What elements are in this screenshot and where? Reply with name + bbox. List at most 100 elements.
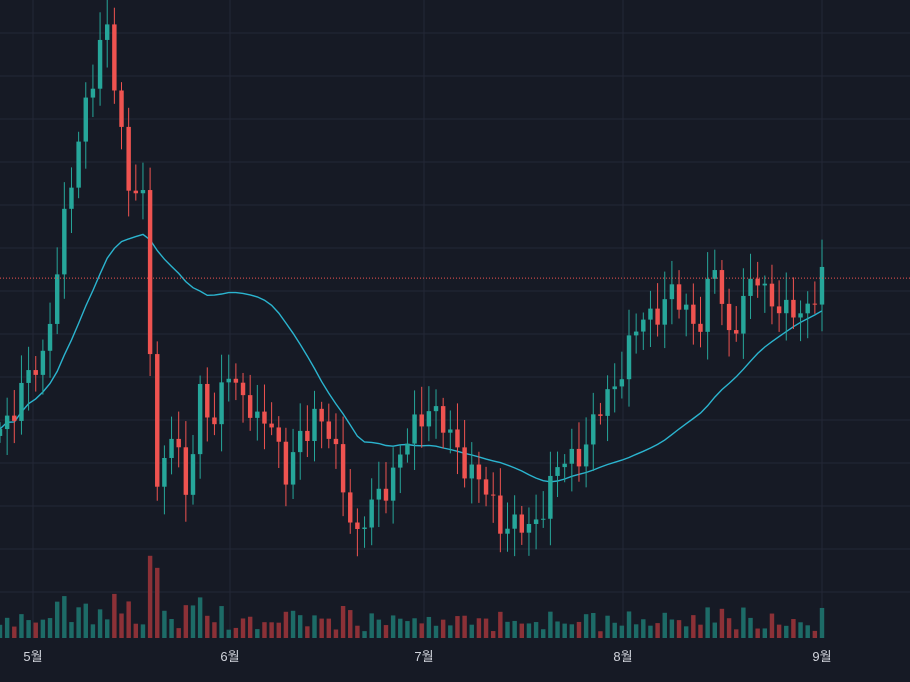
volume-bar — [755, 628, 760, 638]
volume-bar — [476, 618, 482, 638]
candle-body — [605, 389, 610, 416]
candle-body — [583, 444, 589, 467]
candle-body — [4, 415, 10, 430]
volume-bar — [490, 631, 496, 638]
volume-bar — [791, 619, 796, 638]
candle-body — [133, 190, 139, 194]
candle-body — [326, 421, 332, 439]
candle-body — [734, 330, 739, 334]
candle-body — [805, 303, 810, 314]
volume-bar — [526, 623, 532, 638]
candle-body — [755, 278, 760, 286]
volume-bar — [405, 621, 410, 638]
candle-body — [276, 427, 281, 442]
volume-bar — [762, 628, 768, 638]
candle-body — [426, 411, 432, 427]
candle-body — [362, 527, 367, 529]
candle-body — [619, 379, 625, 387]
candle-body — [147, 190, 153, 355]
x-tick-label-sep: 9월 — [812, 649, 831, 664]
volume-bar — [812, 630, 818, 638]
candle-body — [791, 299, 796, 318]
candle-body — [533, 519, 539, 524]
candle-body — [705, 278, 710, 332]
candle-body — [569, 448, 575, 464]
candle-body — [0, 429, 3, 436]
candle-body — [169, 438, 174, 458]
candle-body — [255, 411, 260, 418]
candle-body — [390, 467, 396, 501]
volume-bar — [776, 624, 782, 638]
volume-bar — [54, 601, 60, 638]
candle-body — [162, 457, 167, 487]
volume-bar — [734, 629, 739, 638]
candle-body — [297, 430, 303, 453]
volume-bar — [83, 603, 88, 638]
volume-bar — [555, 621, 560, 638]
volume-bar — [19, 614, 24, 638]
volume-bar — [290, 610, 296, 638]
grid-lines — [0, 0, 910, 638]
volume-bar — [69, 622, 74, 638]
candle-body — [219, 382, 224, 425]
volume-bar — [269, 622, 274, 638]
volume-bar — [147, 555, 153, 638]
volume-bar — [333, 629, 339, 638]
x-axis: 5월 6월 7월 8월 9월 — [23, 649, 831, 664]
candle-body — [633, 331, 639, 336]
volume-bar — [576, 621, 582, 638]
volume-bar — [469, 624, 474, 638]
candle-body — [176, 438, 181, 448]
volume-bar — [741, 607, 746, 638]
volume-bar — [412, 618, 417, 638]
volume-bar — [483, 618, 489, 638]
volume-bar — [548, 611, 553, 638]
volume-bar — [641, 619, 646, 638]
candle-body — [555, 467, 560, 476]
candle-body — [748, 278, 753, 296]
candle-body — [119, 90, 124, 127]
volume-bar — [0, 624, 3, 638]
candle-body — [512, 514, 517, 529]
volume-bar — [155, 567, 160, 638]
volume-bar — [605, 615, 610, 638]
candle-body — [212, 417, 217, 425]
volume-bar — [712, 622, 717, 638]
candle-body — [819, 266, 825, 305]
volume-bar — [383, 625, 389, 638]
candle-body — [348, 492, 353, 523]
volume-bar — [398, 618, 403, 638]
candle-body — [433, 406, 439, 412]
candle-body — [340, 444, 346, 493]
volume-bar — [669, 619, 675, 638]
volume-bar — [591, 612, 596, 638]
candle-body — [19, 382, 24, 421]
volume-bar — [784, 625, 789, 638]
volume-bar — [419, 623, 424, 638]
volume-bar — [562, 623, 567, 638]
volume-bar — [426, 616, 432, 638]
volume-bar — [205, 615, 210, 638]
volume-bar — [748, 617, 753, 638]
x-tick-label-aug: 8월 — [613, 649, 632, 664]
volume-bar — [297, 615, 303, 638]
volume-bar — [691, 615, 696, 638]
candle-body — [197, 383, 203, 455]
candle-body — [490, 494, 496, 496]
volume-bar — [140, 624, 146, 638]
volume-bar — [190, 605, 196, 638]
candle-body — [290, 452, 296, 485]
candle-body — [262, 411, 267, 424]
moving-average — [0, 233, 823, 483]
candle-body — [526, 523, 532, 533]
candle-body — [769, 283, 775, 307]
volume-bar — [262, 622, 267, 638]
volume-bar — [312, 615, 317, 638]
volume-bar — [212, 622, 217, 638]
x-tick-label-jun: 6월 — [220, 649, 239, 664]
candle-body — [455, 429, 460, 448]
volume-bar — [633, 624, 639, 638]
volume-bar — [355, 625, 360, 638]
candle-body — [719, 270, 725, 304]
